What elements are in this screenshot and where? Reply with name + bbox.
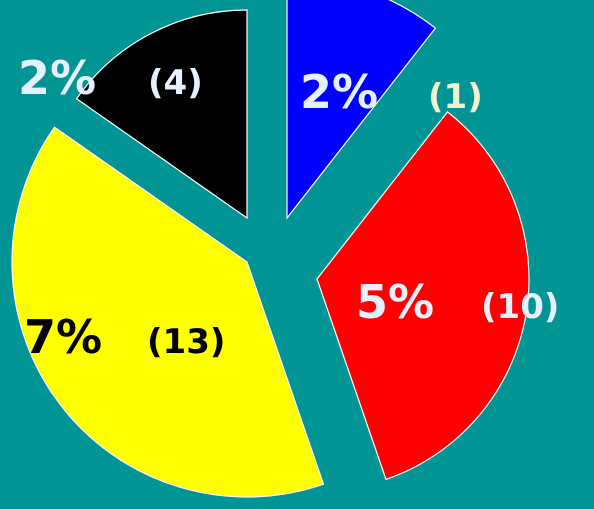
slice-count-label: (4)	[148, 63, 203, 103]
pie-slice-blue	[286, 0, 437, 220]
pie-slice-black	[75, 9, 248, 220]
slice-count-label: (13)	[147, 322, 225, 362]
pie-slice-red	[316, 111, 530, 481]
slice-percent-label: 2%	[18, 51, 96, 105]
slice-count-label: (10)	[481, 287, 559, 327]
slice-percent-label: 7%	[24, 310, 102, 364]
slice-percent-label: 2%	[300, 65, 378, 119]
pie-slice-yellow	[11, 126, 325, 498]
slice-percent-label: 5%	[356, 275, 434, 329]
slice-count-label: (1)	[428, 77, 483, 117]
